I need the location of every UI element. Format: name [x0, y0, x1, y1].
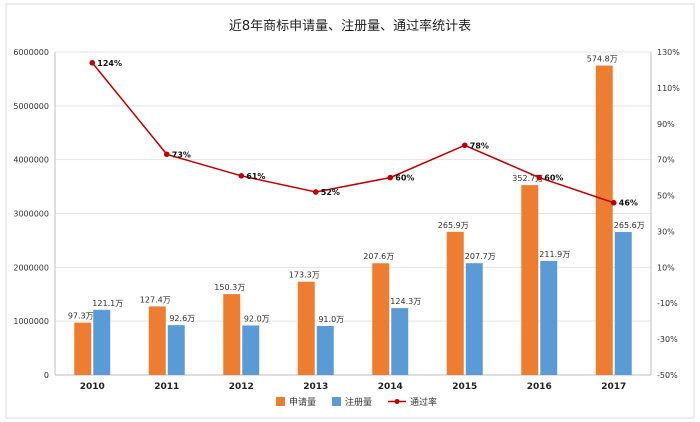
- x-axis-tick-label: 2012: [229, 382, 254, 392]
- bar-data-label: 97.3万: [68, 312, 94, 321]
- legend-label-application: 申请量: [289, 396, 316, 408]
- pass-rate-label: 78%: [470, 141, 489, 150]
- bar-application: [148, 306, 166, 375]
- bar-data-label: 127.4万: [140, 295, 171, 304]
- bar-registration: [93, 309, 111, 375]
- x-axis-tick-label: 2013: [303, 382, 328, 392]
- pass-rate-point: [461, 142, 468, 149]
- left-axis-tick-label: 0: [44, 371, 49, 380]
- legend-marker-pass-rate: [394, 399, 400, 404]
- left-axis-tick-label: 1000000: [13, 317, 49, 326]
- bar-data-label: 207.6万: [363, 252, 394, 261]
- right-axis-tick-label: 90%: [657, 120, 675, 129]
- bar-application: [595, 65, 613, 375]
- pass-rate-label: 52%: [321, 188, 340, 197]
- x-axis-tick-label: 2014: [378, 382, 403, 392]
- bar-data-label: 124.3万: [390, 297, 421, 306]
- bar-data-label: 92.0万: [244, 314, 270, 323]
- x-axis-tick-label: 2011: [154, 382, 179, 392]
- left-axis-tick-label: 2000000: [13, 263, 49, 272]
- pass-rate-label: 61%: [246, 172, 265, 181]
- bar-registration: [167, 325, 185, 375]
- left-axis-tick-label: 4000000: [13, 156, 49, 165]
- left-axis-tick-label: 6000000: [13, 48, 49, 57]
- bar-data-label: 207.7万: [465, 252, 496, 261]
- right-axis-tick-label: -10%: [657, 299, 678, 308]
- chart-frame: [5, 3, 695, 419]
- pass-rate-point: [163, 151, 170, 158]
- pass-rate-point: [89, 59, 96, 66]
- bar-registration: [540, 260, 558, 375]
- pass-rate-point: [312, 189, 319, 195]
- left-axis-tick-label: 5000000: [13, 102, 49, 111]
- pass-rate-line: [91, 62, 614, 204]
- right-axis-tick-label: 110%: [657, 84, 680, 93]
- legend-swatch-registration: [332, 397, 341, 406]
- x-axis-tick-label: 2015: [452, 382, 477, 392]
- bar-application: [446, 231, 464, 375]
- pass-rate-label: 60%: [544, 174, 563, 183]
- bar-registration: [465, 263, 483, 375]
- bar-application: [372, 263, 390, 375]
- bar-application: [74, 322, 92, 375]
- right-axis-tick-label: -50%: [657, 371, 678, 380]
- pass-rate-label: 124%: [97, 59, 122, 68]
- right-axis-tick-label: 130%: [657, 48, 680, 57]
- right-axis-tick-label: -30%: [657, 335, 678, 344]
- bar-data-label: 150.3万: [214, 283, 245, 292]
- legend-label-pass-rate: 通过率: [410, 396, 437, 408]
- pass-rate-point: [610, 199, 617, 206]
- bar-data-label: 574.8万: [587, 55, 618, 64]
- pass-rate-point: [238, 173, 245, 179]
- right-axis-tick-label: 70%: [657, 156, 675, 165]
- bar-data-label: 265.9万: [438, 221, 469, 230]
- bar-data-label: 121.1万: [92, 299, 123, 308]
- x-axis-tick-label: 2016: [527, 382, 552, 392]
- bar-data-label: 92.6万: [169, 314, 195, 323]
- bar-data-label: 91.0万: [318, 315, 344, 324]
- bar-data-label: 211.9万: [539, 250, 570, 259]
- legend-swatch-application: [276, 397, 285, 406]
- pass-rate-point: [387, 174, 394, 181]
- bar-data-label: 352.7万: [512, 174, 543, 183]
- bar-data-label: 173.3万: [289, 271, 320, 280]
- pass-rate-label: 73%: [172, 150, 191, 159]
- bar-registration: [391, 308, 409, 375]
- bar-registration: [316, 326, 334, 375]
- x-axis-tick-label: 2017: [601, 382, 626, 392]
- chart-title: 近8年商标申请量、注册量、通过率统计表: [229, 18, 471, 34]
- bar-application: [521, 185, 539, 375]
- bar-registration: [242, 325, 260, 375]
- pass-rate-label: 60%: [395, 174, 414, 183]
- bar-registration: [614, 232, 632, 375]
- legend-label-registration: 注册量: [345, 396, 372, 408]
- left-axis-tick-label: 3000000: [13, 210, 49, 219]
- bar-application: [223, 294, 241, 375]
- pass-rate-label: 46%: [619, 199, 638, 208]
- right-axis-tick-label: 50%: [657, 192, 675, 201]
- bar-application: [297, 281, 315, 375]
- bar-data-label: 265.6万: [614, 221, 645, 230]
- pass-rate-point: [536, 174, 543, 181]
- right-axis-tick-label: 30%: [657, 227, 675, 236]
- x-axis-tick-label: 2010: [80, 382, 105, 392]
- right-axis-tick-label: 10%: [657, 263, 675, 272]
